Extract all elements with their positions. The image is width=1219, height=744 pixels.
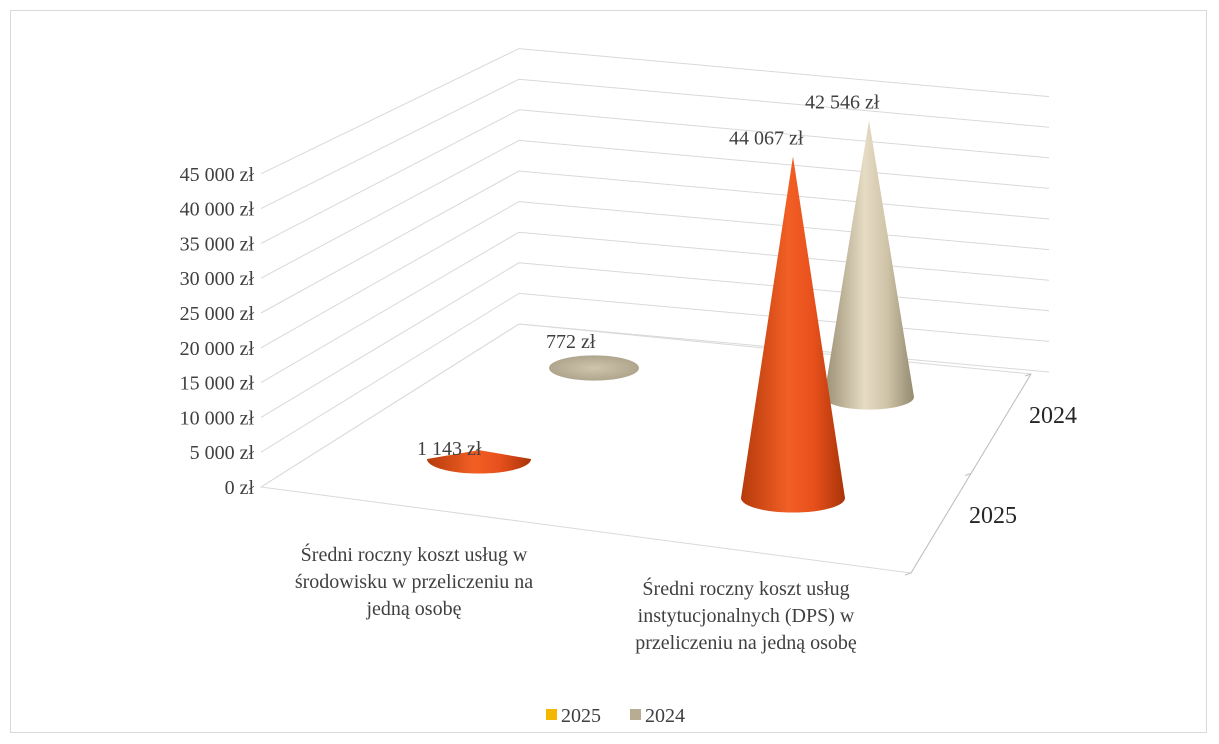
data-label: 772 zł <box>546 331 596 353</box>
gridline <box>260 170 1050 314</box>
cone-2024-1 <box>824 120 914 410</box>
cone-base <box>549 355 639 381</box>
y-tick-label: 40 000 zł <box>180 199 255 221</box>
floor-plane <box>259 323 1032 574</box>
y-tick-label: 15 000 zł <box>180 373 255 395</box>
depth-label: 2025 <box>969 503 1017 529</box>
depth-tick <box>964 473 972 476</box>
gridline <box>260 109 1050 244</box>
cone-body <box>824 120 914 410</box>
y-tick-label: 10 000 zł <box>180 407 255 429</box>
legend-label-2025: 2025 <box>561 705 601 727</box>
legend-swatch-2025 <box>546 709 557 720</box>
category-label: Średni roczny koszt usług <box>642 576 849 600</box>
category-label: Średni roczny koszt usług w <box>301 542 528 566</box>
y-tick-label: 0 zł <box>225 477 255 499</box>
category-label: instytucjonalnych (DPS) w <box>638 605 855 627</box>
data-label: 42 546 zł <box>805 91 880 113</box>
cone-chart: 0 zł 5 000 zł 10 000 zł 15 000 zł 20 000 zł 2… <box>180 48 1077 727</box>
legend-swatch-2024 <box>630 709 641 720</box>
category-label: przeliczeniu na jedną osobę <box>635 632 857 654</box>
data-label: 1 143 zł <box>417 438 482 460</box>
depth-tick <box>1024 373 1032 377</box>
y-tick-label: 35 000 zł <box>180 233 255 255</box>
gridline <box>260 139 1050 279</box>
cone-2024-0 <box>549 355 639 381</box>
category-label: środowisku w przeliczeniu na <box>295 571 533 593</box>
gridline <box>260 48 1050 175</box>
y-tick-label: 30 000 zł <box>180 268 255 290</box>
gridline <box>260 78 1050 210</box>
cone-body <box>427 450 531 474</box>
data-label: 44 067 zł <box>729 127 804 149</box>
y-tick-label: 45 000 zł <box>180 164 255 186</box>
cone-2025-0 <box>427 450 531 474</box>
depth-label: 2024 <box>1029 403 1077 429</box>
category-label: jedną osobę <box>366 598 462 620</box>
depth-tick <box>904 572 912 576</box>
cone-2025-1 <box>741 156 845 513</box>
legend-label-2024: 2024 <box>645 705 685 727</box>
y-tick-label: 5 000 zł <box>190 442 255 464</box>
chart-frame: 0 zł 5 000 zł 10 000 zł 15 000 zł 20 000 zł 2… <box>10 10 1207 733</box>
y-tick-label: 25 000 zł <box>180 303 255 325</box>
y-tick-label: 20 000 zł <box>180 338 255 360</box>
cone-body <box>741 156 845 513</box>
